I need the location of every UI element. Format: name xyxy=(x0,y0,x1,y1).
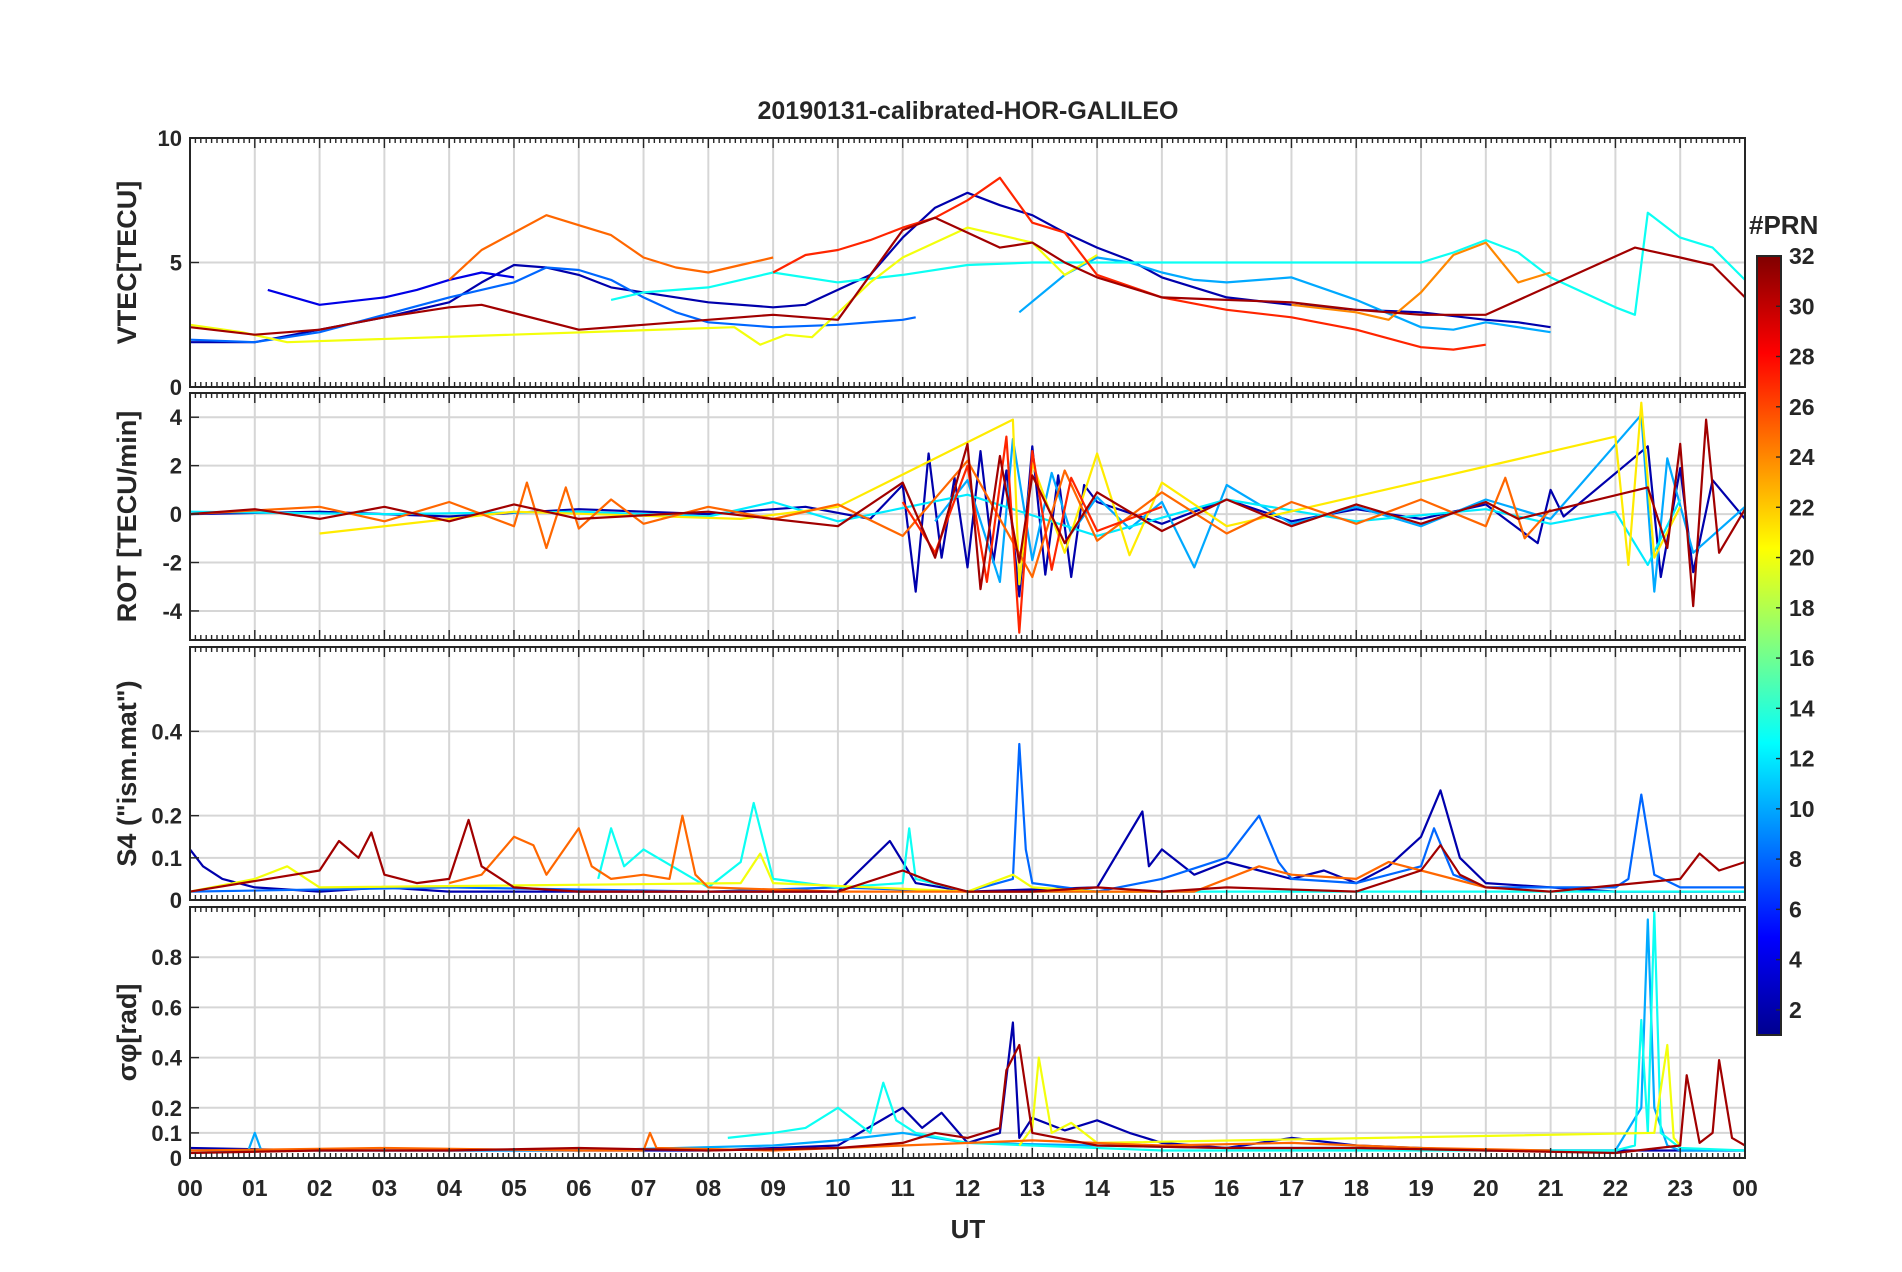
panel-rot-ytick-label-2: 0 xyxy=(170,502,182,527)
x-tick-label-8: 08 xyxy=(696,1175,722,1201)
x-tick-label-13: 13 xyxy=(1019,1175,1045,1201)
x-tick-label-12: 12 xyxy=(955,1175,981,1201)
x-axis-label: UT xyxy=(951,1214,986,1244)
colorbar-tick-label-15: 32 xyxy=(1789,243,1815,269)
x-tick-label-4: 04 xyxy=(436,1175,462,1201)
colorbar-tick-label-4: 10 xyxy=(1789,796,1815,822)
colorbar-tick-label-14: 30 xyxy=(1789,293,1815,319)
panel-rot-ylabel: ROT [TECU/min] xyxy=(112,411,142,622)
colorbar-tick-label-6: 14 xyxy=(1789,695,1815,721)
x-tick-label-2: 02 xyxy=(307,1175,333,1201)
panel-sigma_phi-ytick-label-1: 0.1 xyxy=(151,1121,182,1146)
colorbar-tick-label-10: 22 xyxy=(1789,494,1815,520)
colorbar-tick-label-8: 18 xyxy=(1789,595,1815,621)
x-tick-label-7: 07 xyxy=(631,1175,657,1201)
x-tick-label-17: 17 xyxy=(1279,1175,1305,1201)
panel-vtec-ytick-label-2: 10 xyxy=(158,126,182,151)
colorbar-tick-label-1: 4 xyxy=(1789,947,1802,973)
colorbar-tick-label-11: 24 xyxy=(1789,444,1815,470)
panel-sigma_phi-ytick-label-2: 0.2 xyxy=(151,1096,182,1121)
colorbar-tick-label-3: 8 xyxy=(1789,846,1802,872)
series-prn-25-rot xyxy=(190,459,1552,579)
panel-sigma_phi-frame xyxy=(189,906,1746,1159)
x-tick-label-21: 21 xyxy=(1538,1175,1564,1201)
x-tick-label-10: 10 xyxy=(825,1175,851,1201)
x-tick-label-22: 22 xyxy=(1603,1175,1629,1201)
panel-sigma_phi-ytick-label-4: 0.6 xyxy=(151,995,182,1020)
series-prn-12-rot xyxy=(190,493,1682,567)
colorbar-tick-label-13: 28 xyxy=(1789,344,1815,370)
panel-s4-ytick-label-1: 0.1 xyxy=(151,846,182,871)
series-prn-13-sigma_phi xyxy=(727,910,1745,1152)
panel-rot-ytick-label-4: 4 xyxy=(170,405,183,430)
x-tick-label-6: 06 xyxy=(566,1175,592,1201)
panel-rot: -4 -2 0 2 4 ROT [TECU/min] xyxy=(112,392,1746,641)
panel-s4-ytick-label-3: 0.4 xyxy=(151,719,182,744)
series-prn-31-rot xyxy=(190,418,1745,608)
x-tick-label-11: 11 xyxy=(891,1175,916,1201)
panel-rot-ytick-label-0: -4 xyxy=(162,599,182,624)
colorbar-tick-label-7: 16 xyxy=(1789,645,1815,671)
x-tick-label-0: 00 xyxy=(177,1175,203,1201)
panel-sigma_phi-ytick-label-5: 0.8 xyxy=(151,945,182,970)
series-prn-10-vtec xyxy=(1018,256,1551,334)
panel-vtec-ytick-label-1: 5 xyxy=(170,251,182,276)
panel-rot-ytick-label-1: -2 xyxy=(162,551,182,576)
colorbar-tick-label-0: 2 xyxy=(1789,997,1802,1023)
panel-vtec-series xyxy=(190,176,1745,351)
series-prn-25-s4 xyxy=(448,814,1487,893)
colorbar-label: #PRN xyxy=(1749,210,1818,240)
panel-sigma_phi: 00.10.2 0.4 0.6 0.8 σφ[rad] xyxy=(112,906,1746,1171)
panel-vtec-frame xyxy=(189,137,1746,388)
panel-sigma_phi-ylabel: σφ[rad] xyxy=(112,984,142,1082)
colorbar-gradient xyxy=(1756,255,1782,1036)
panel-vtec: 0 5 10 VTEC[TECU] xyxy=(112,126,1746,400)
series-prn-31-vtec xyxy=(190,216,1745,336)
x-tick-label-3: 03 xyxy=(372,1175,398,1201)
panel-s4: 0 0.1 0.2 0.4 S4 ("ism.mat") xyxy=(112,646,1746,913)
x-tick-label-24: 00 xyxy=(1732,1175,1758,1201)
panel-s4-ylabel: S4 ("ism.mat") xyxy=(112,680,142,866)
panel-sigma_phi-ytick-label-0: 0 xyxy=(170,1146,182,1171)
x-tick-label-14: 14 xyxy=(1084,1175,1110,1201)
x-tick-label-9: 09 xyxy=(760,1175,786,1201)
x-tick-label-15: 15 xyxy=(1149,1175,1175,1201)
panel-vtec-ytick-label-0: 0 xyxy=(170,375,182,400)
series-prn-20-sigma_phi xyxy=(1018,1043,1682,1147)
series-prn-4-vtec xyxy=(267,271,515,306)
x-tick-label-1: 01 xyxy=(242,1175,268,1201)
panel-s4-ytick-label-2: 0.2 xyxy=(151,804,182,829)
panel-rot-frame xyxy=(189,392,1746,641)
panel-rot-series xyxy=(190,401,1745,634)
x-tick-label-18: 18 xyxy=(1343,1175,1369,1201)
x-tick-label-16: 16 xyxy=(1214,1175,1240,1201)
series-prn-10-rot xyxy=(934,413,1745,593)
chart-title: 20190131-calibrated-HOR-GALILEO xyxy=(758,97,1179,125)
panel-s4-ytick-label-0: 0 xyxy=(170,888,182,913)
panel-rot-ytick-label-3: 2 xyxy=(170,454,182,479)
colorbar-tick-label-2: 6 xyxy=(1789,896,1802,922)
x-tick-label-20: 20 xyxy=(1473,1175,1499,1201)
x-tick-label-5: 05 xyxy=(501,1175,527,1201)
colorbar-tick-label-12: 26 xyxy=(1789,394,1815,420)
panel-vtec-ylabel: VTEC[TECU] xyxy=(112,181,142,345)
series-prn-25-vtec xyxy=(448,214,774,281)
series-prn-20-s4 xyxy=(190,852,1162,893)
x-tick-label-19: 19 xyxy=(1408,1175,1434,1201)
series-prn-8-s4 xyxy=(190,742,1745,893)
panel-s4-series xyxy=(190,742,1745,893)
colorbar-tick-label-5: 12 xyxy=(1789,746,1815,772)
x-tick-label-23: 23 xyxy=(1667,1175,1693,1201)
series-prn-24-vtec xyxy=(1291,241,1551,321)
series-prn-27-vtec xyxy=(772,176,1486,351)
series-prn-31-s4 xyxy=(190,818,1745,893)
panel-s4-frame xyxy=(189,646,1746,901)
colorbar-tick-label-9: 20 xyxy=(1789,545,1815,571)
panel-sigma_phi-ytick-label-3: 0.4 xyxy=(151,1046,182,1071)
series-prn-27-rot xyxy=(901,435,1163,634)
